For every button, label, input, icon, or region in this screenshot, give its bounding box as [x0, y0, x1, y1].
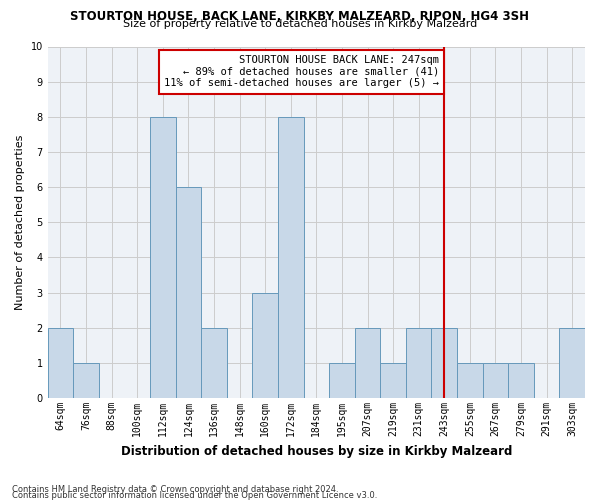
- Text: STOURTON HOUSE BACK LANE: 247sqm
← 89% of detached houses are smaller (41)
11% o: STOURTON HOUSE BACK LANE: 247sqm ← 89% o…: [164, 56, 439, 88]
- Text: Contains public sector information licensed under the Open Government Licence v3: Contains public sector information licen…: [12, 490, 377, 500]
- Text: Contains HM Land Registry data © Crown copyright and database right 2024.: Contains HM Land Registry data © Crown c…: [12, 485, 338, 494]
- Y-axis label: Number of detached properties: Number of detached properties: [15, 134, 25, 310]
- Text: STOURTON HOUSE, BACK LANE, KIRKBY MALZEARD, RIPON, HG4 3SH: STOURTON HOUSE, BACK LANE, KIRKBY MALZEA…: [71, 10, 530, 23]
- Bar: [380, 363, 406, 398]
- Bar: [559, 328, 585, 398]
- Bar: [253, 292, 278, 398]
- Bar: [278, 117, 304, 398]
- Bar: [457, 363, 482, 398]
- Bar: [431, 328, 457, 398]
- Bar: [201, 328, 227, 398]
- Bar: [329, 363, 355, 398]
- Bar: [508, 363, 534, 398]
- X-axis label: Distribution of detached houses by size in Kirkby Malzeard: Distribution of detached houses by size …: [121, 444, 512, 458]
- Text: Size of property relative to detached houses in Kirkby Malzeard: Size of property relative to detached ho…: [123, 19, 477, 29]
- Bar: [47, 328, 73, 398]
- Bar: [150, 117, 176, 398]
- Bar: [355, 328, 380, 398]
- Bar: [73, 363, 99, 398]
- Bar: [482, 363, 508, 398]
- Bar: [176, 187, 201, 398]
- Bar: [406, 328, 431, 398]
